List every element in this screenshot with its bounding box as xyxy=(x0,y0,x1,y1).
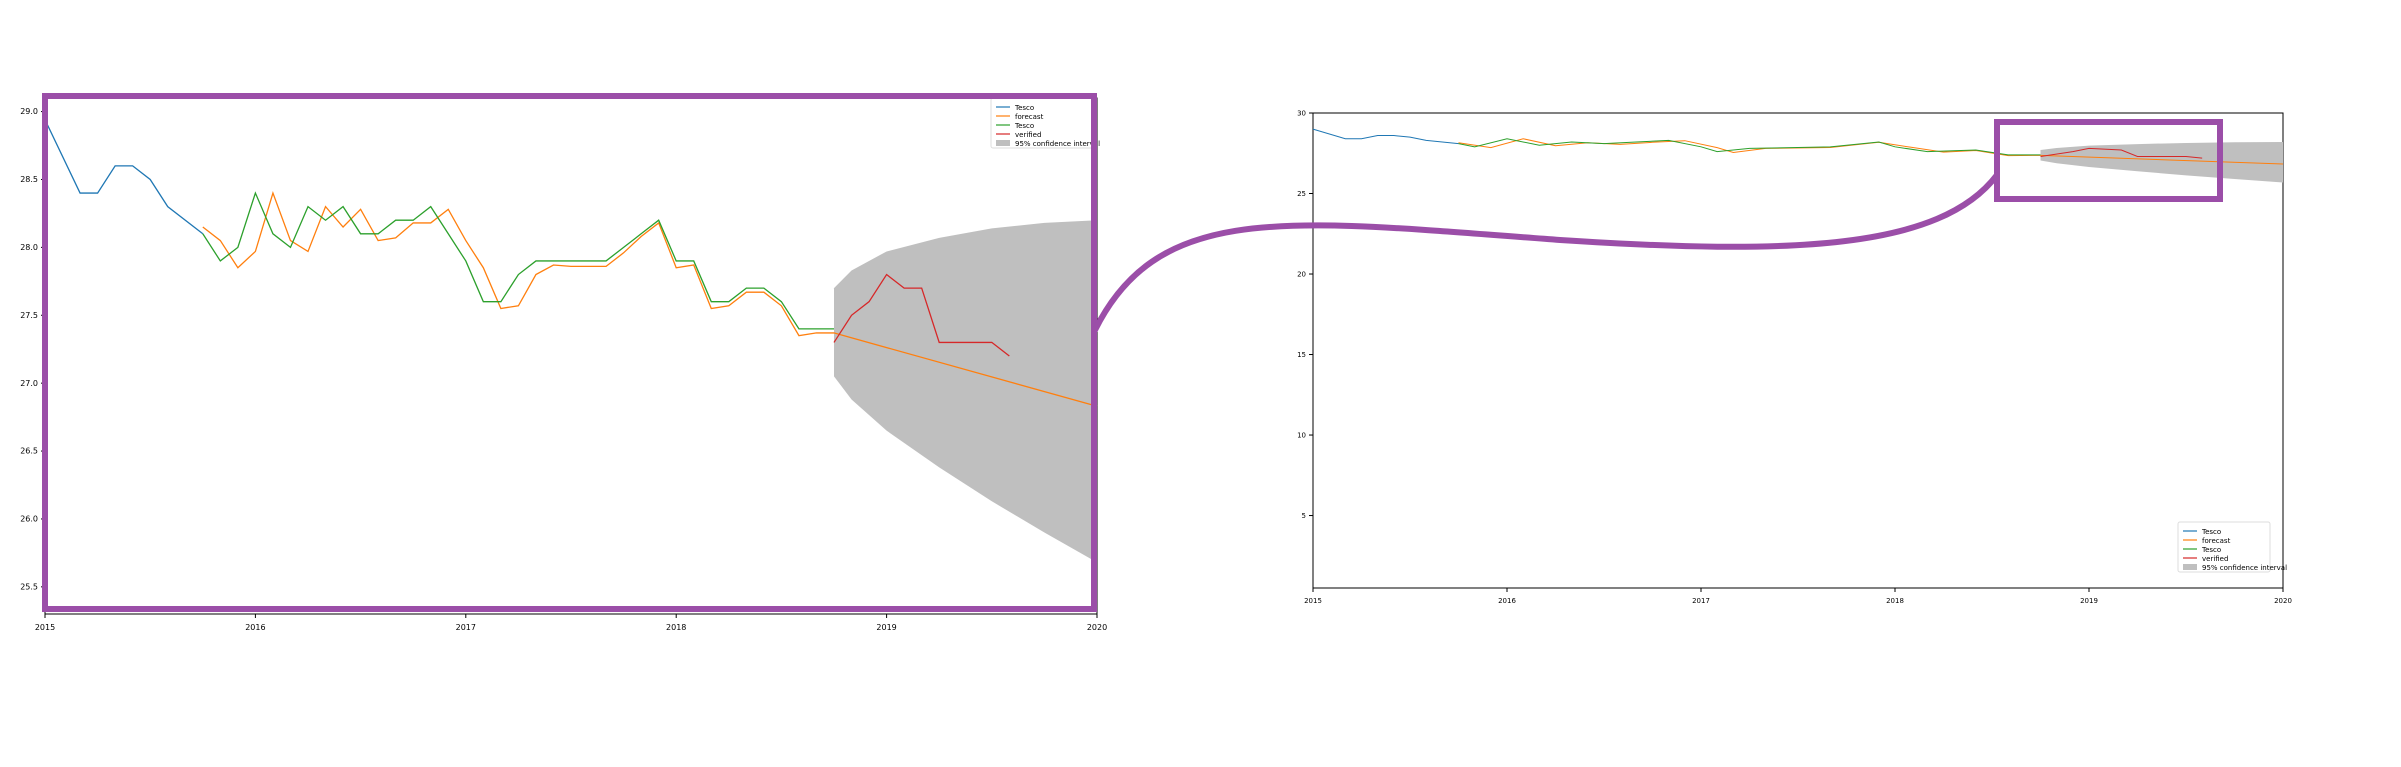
y-tick-label: 20 xyxy=(1297,270,1306,278)
legend-swatch xyxy=(2183,564,2197,570)
y-tick-label: 29.0 xyxy=(20,107,38,116)
x-tick-label: 2020 xyxy=(1087,623,1107,632)
x-tick-label: 2018 xyxy=(666,623,686,632)
series-line-0 xyxy=(1312,128,1459,145)
x-tick-label: 2019 xyxy=(876,623,896,632)
x-tick-label: 2017 xyxy=(1692,597,1710,605)
legend-label: 95% confidence interval xyxy=(2202,564,2287,572)
legend-label: verified xyxy=(2202,555,2228,563)
x-tick-label: 2016 xyxy=(1498,597,1516,605)
series-line-1 xyxy=(202,191,1098,407)
y-tick-label: 27.0 xyxy=(20,379,38,388)
legend-label: Tesco xyxy=(2201,528,2221,536)
x-tick-label: 2017 xyxy=(456,623,476,632)
y-tick-label: 28.0 xyxy=(20,243,38,252)
confidence-band xyxy=(834,220,1097,563)
y-tick-label: 25.5 xyxy=(20,583,38,592)
zoom-highlight xyxy=(42,93,2223,612)
legend-label: Tesco xyxy=(1014,104,1034,112)
x-tick-label: 2018 xyxy=(1886,597,1904,605)
series-line-2 xyxy=(202,191,834,330)
x-tick-label: 2016 xyxy=(245,623,265,632)
zoomed-view-frame xyxy=(42,93,1097,612)
zoom-connector xyxy=(1092,172,2000,333)
series-line-3 xyxy=(833,273,1010,357)
x-tick-label: 2015 xyxy=(35,623,55,632)
y-tick-label: 28.5 xyxy=(20,175,38,184)
y-tick-label: 30 xyxy=(1297,109,1306,117)
series-line-2 xyxy=(1458,138,2041,156)
y-tick-label: 10 xyxy=(1297,431,1306,439)
y-tick-label: 27.5 xyxy=(20,311,38,320)
series-line-0 xyxy=(44,119,204,235)
x-tick-label: 2019 xyxy=(2080,597,2098,605)
legend-swatch xyxy=(996,140,1010,146)
legend-label: 95% confidence interval xyxy=(1015,140,1100,148)
x-tick-label: 2015 xyxy=(1304,597,1322,605)
overview-plot-area xyxy=(1312,112,2284,589)
y-tick-label: 26.5 xyxy=(20,447,38,456)
legend-label: forecast xyxy=(1015,113,1044,121)
x-tick-label: 2020 xyxy=(2274,597,2292,605)
y-tick-label: 15 xyxy=(1297,351,1306,359)
legend-label: Tesco xyxy=(2201,546,2221,554)
legend-label: forecast xyxy=(2202,537,2231,545)
zoomed-chart: 2015 2016 2017 2018 2019 2020 29.0 28.5 28.0 27.5… xyxy=(20,97,1107,632)
y-tick-label: 26.0 xyxy=(20,515,38,524)
legend-label: Tesco xyxy=(1014,122,1034,130)
y-tick-label: 5 xyxy=(1302,512,1306,520)
series-line-3 xyxy=(2040,147,2203,159)
legend-label: verified xyxy=(1015,131,1041,139)
y-tick-label: 25 xyxy=(1297,190,1306,198)
zoom-region-frame xyxy=(1994,119,2223,202)
